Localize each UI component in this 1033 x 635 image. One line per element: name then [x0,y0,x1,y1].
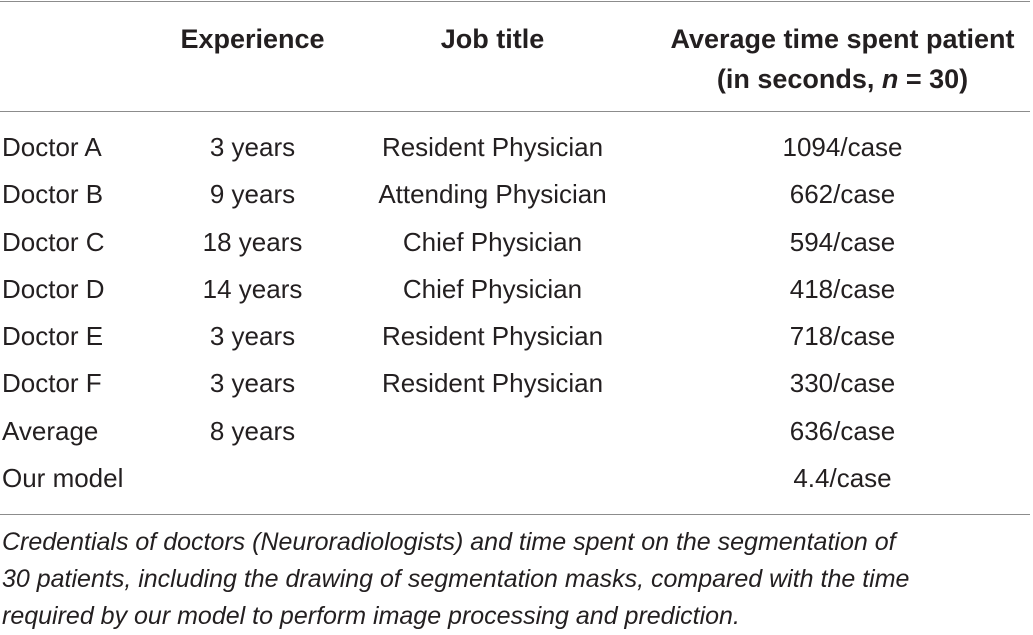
row-average-time: 662/case [789,179,896,210]
caption-line-1: Credentials of doctors (Neuroradiologist… [2,528,896,556]
row-job-title: Resident Physician [381,368,604,399]
row-name: Our model [2,463,124,494]
row-name: Doctor E [2,321,104,352]
table-body: Doctor A 3 years Resident Physician 1094… [0,124,1033,502]
table-row: Our model 4.4/case [0,455,1033,502]
table-row: Doctor F 3 years Resident Physician 330/… [0,360,1033,407]
row-average-time: 636/case [789,415,896,446]
row-average-time: 718/case [789,321,896,352]
header-experience: Experience [180,24,325,54]
table-row: Doctor E 3 years Resident Physician 718/… [0,313,1033,360]
row-average-time: 418/case [789,273,896,304]
row-name: Doctor D [2,273,105,304]
row-name: Doctor B [2,179,104,210]
header-job-title: Job title [440,24,545,54]
header-average-time-pre: (in seconds, [716,64,882,94]
table-bottom-rule [0,514,1030,515]
row-experience: 18 years [202,226,303,257]
row-job-title: Chief Physician [402,273,583,304]
row-average-time: 4.4/case [793,463,892,494]
row-job-title: Attending Physician [378,179,607,210]
row-average-time: 594/case [789,226,896,257]
table-row: Doctor C 18 years Chief Physician 594/ca… [0,219,1033,266]
row-name: Average [2,415,99,446]
header-average-time-line1: Average time spent patient [670,24,1015,54]
row-average-time: 1094/case [782,132,903,162]
header-average-time: Average time spent patient (in seconds, … [650,19,1033,99]
table-row: Doctor A 3 years Resident Physician 1094… [0,124,1033,171]
row-name: Doctor A [2,132,102,162]
table-top-rule [0,1,1030,2]
row-job-title: Resident Physician [381,321,604,352]
table-caption: Credentials of doctors (Neuroradiologist… [2,524,1031,635]
row-experience: 14 years [202,273,303,304]
row-experience: 3 years [209,132,296,162]
header-average-time-n: n [881,64,899,94]
row-average-time: 330/case [789,368,896,399]
row-experience: 3 years [209,368,296,399]
table-row: Doctor D 14 years Chief Physician 418/ca… [0,266,1033,313]
row-experience: 8 years [209,415,296,446]
table-header-rule [0,111,1030,112]
caption-line-3: required by our model to perform image p… [2,602,740,630]
row-experience: 9 years [209,179,296,210]
row-name: Doctor C [2,226,105,257]
row-job-title: Resident Physician [381,132,604,162]
row-name: Doctor F [2,368,102,399]
header-average-time-post: = 30) [898,64,969,94]
table-row: Average 8 years 636/case [0,408,1033,455]
row-job-title: Chief Physician [402,226,583,257]
table-header: Experience Job title Average time spent … [0,16,1033,106]
caption-line-2: 30 patients, including the drawing of se… [2,565,910,593]
row-experience: 3 years [209,321,296,352]
table-row: Doctor B 9 years Attending Physician 662… [0,171,1033,218]
header-average-time-line2: (in seconds, n = 30) [650,59,1033,99]
